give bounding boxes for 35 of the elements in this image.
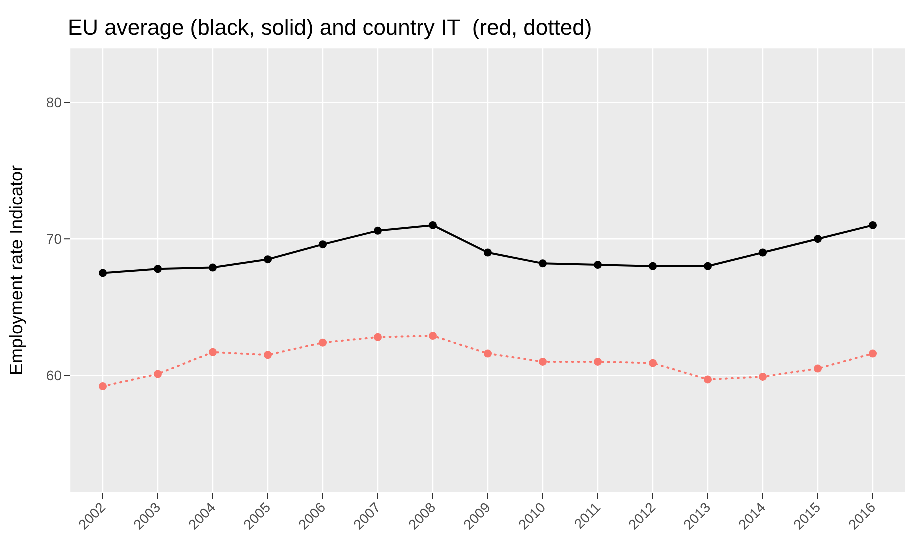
point (264, 256, 272, 264)
point (99, 269, 107, 278)
point (319, 338, 327, 347)
point (429, 221, 437, 230)
point (539, 260, 547, 268)
point (429, 332, 437, 340)
point (814, 364, 822, 373)
point (264, 351, 272, 360)
point (209, 348, 217, 356)
point (814, 235, 822, 244)
point (649, 262, 657, 270)
point (374, 333, 382, 342)
point (484, 248, 492, 257)
y-tick-label: 80 (46, 94, 62, 111)
point (99, 382, 107, 391)
y-tick-label: 60 (46, 368, 62, 384)
chart-title: EU average (black, solid) and country IT (red, dotted) (67, 14, 594, 42)
point (319, 240, 327, 249)
point (759, 372, 767, 381)
point (869, 221, 877, 230)
point (484, 350, 492, 358)
point (154, 265, 162, 274)
point (759, 248, 767, 257)
y-tick-label: 70 (46, 231, 62, 248)
point (539, 358, 547, 366)
point (704, 376, 712, 384)
point (154, 370, 162, 378)
point (704, 262, 712, 270)
point (594, 261, 602, 270)
point (649, 359, 657, 368)
point (374, 226, 382, 235)
y-axis-title: Employment rate Indicator (6, 165, 26, 376)
point (209, 264, 217, 272)
point (869, 350, 877, 358)
point (594, 358, 602, 366)
